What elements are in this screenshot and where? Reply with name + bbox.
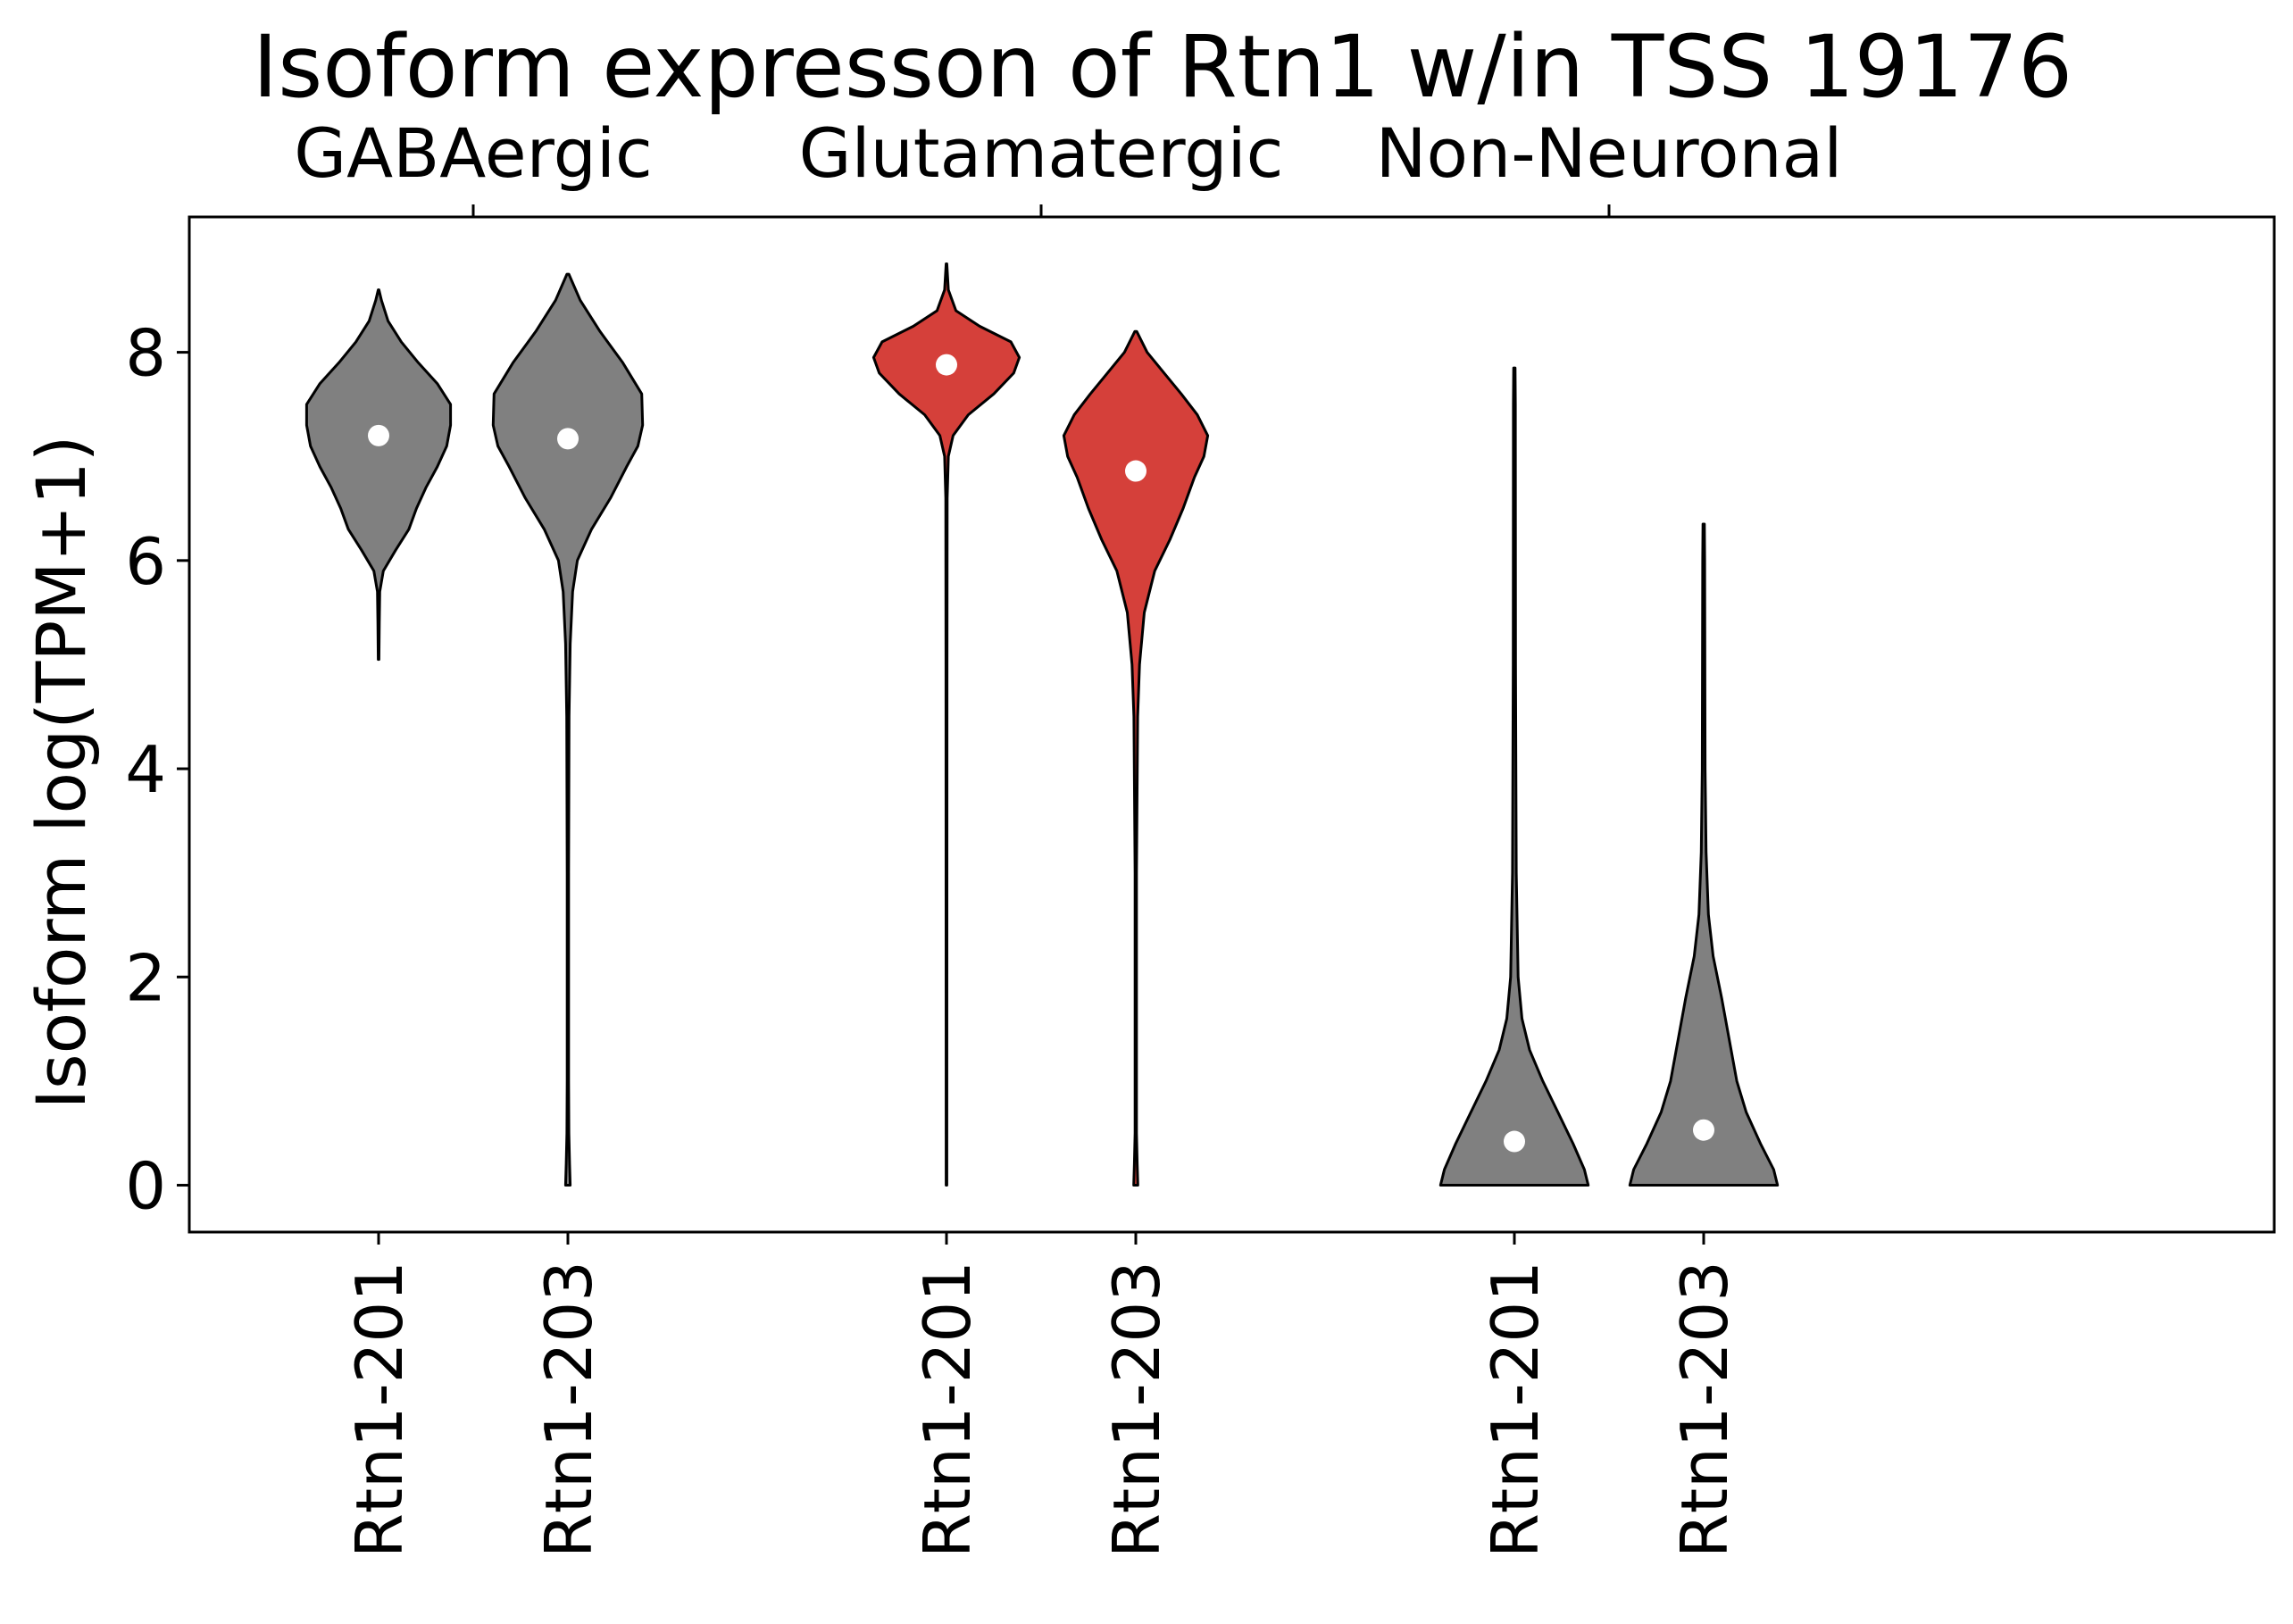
x-tick-label: Rtn1-201 <box>1478 1261 1553 1558</box>
median-point <box>557 428 579 450</box>
median-point <box>368 424 389 446</box>
median-point <box>1125 460 1146 482</box>
x-tick-label: Rtn1-201 <box>910 1261 985 1558</box>
group-label: GABAergic <box>294 113 653 193</box>
median-point <box>1504 1130 1525 1153</box>
violin <box>1438 366 1590 1187</box>
y-tick-label: 0 <box>125 1149 166 1224</box>
violin-series <box>304 262 1780 1187</box>
group-label: Glutamatergic <box>799 113 1284 193</box>
y-tick-label: 4 <box>125 732 166 807</box>
x-axis: Rtn1-201 Rtn1-203 Rtn1-201 Rtn1-203 Rtn1-201… <box>342 1232 1742 1558</box>
x-tick-label: Rtn1-203 <box>531 1261 606 1558</box>
y-tick-label: 8 <box>125 316 166 391</box>
x-tick-label: Rtn1-203 <box>1667 1261 1742 1558</box>
x-tick-label: Rtn1-201 <box>342 1261 417 1558</box>
group-axis: GABAergic Glutamatergic Non-Neuronal <box>294 113 1842 217</box>
y-axis: 0 2 4 6 8 <box>125 316 189 1224</box>
y-tick-label: 2 <box>125 940 166 1015</box>
violin <box>1062 329 1210 1187</box>
violin <box>871 262 1021 1187</box>
y-tick-label: 6 <box>125 524 166 599</box>
violin <box>491 272 645 1187</box>
y-axis-label: Isoform log(TPM+1) <box>21 436 101 1110</box>
x-tick-label: Rtn1-203 <box>1099 1261 1174 1558</box>
violin <box>1628 522 1780 1187</box>
median-point <box>1693 1119 1714 1141</box>
violin <box>304 288 453 662</box>
median-point <box>936 354 957 376</box>
chart-title: Isoform expresson of Rtn1 w/in TSS 19176 <box>253 17 2072 117</box>
plot-frame <box>188 215 2276 1234</box>
group-label: Non-Neuronal <box>1376 113 1843 193</box>
